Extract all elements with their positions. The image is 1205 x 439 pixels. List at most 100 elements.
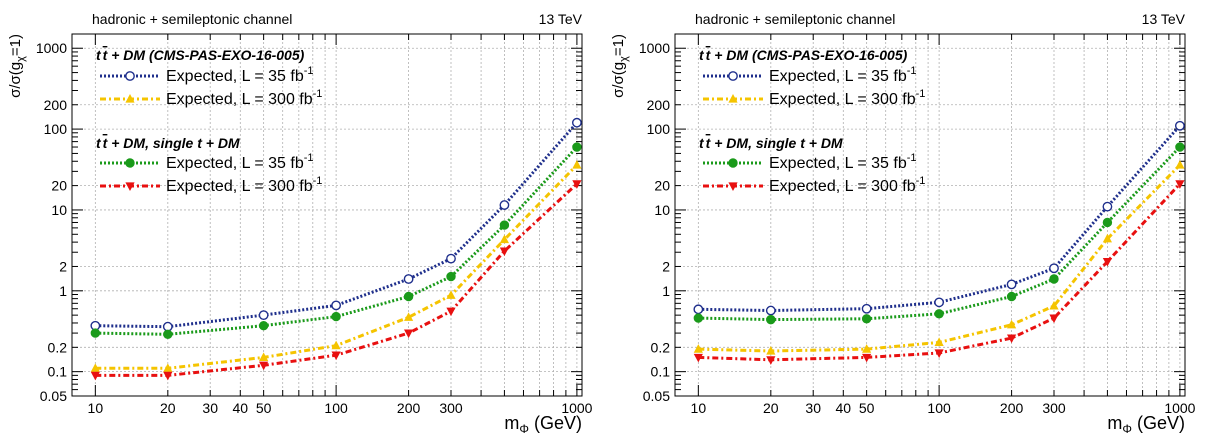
left-x-tick-label: 50 xyxy=(256,400,272,416)
right-series-2-point xyxy=(1006,291,1017,302)
left-x-tick-label: 300 xyxy=(439,400,463,416)
right-series-line-0 xyxy=(698,124,1182,313)
left-series-2-point xyxy=(572,142,582,152)
right-x-tick-label: 200 xyxy=(1000,400,1024,416)
right-y-tick-label: 0.1 xyxy=(651,364,671,380)
left-y-tick-label: 1 xyxy=(59,283,67,299)
right-series-line-3 xyxy=(698,182,1181,362)
left-legend-group-title-main: t xyxy=(96,135,102,151)
right-legend-marker-0 xyxy=(728,71,738,81)
right-legend-group-title-main: t xyxy=(699,135,705,151)
chart-right-svg: 10 20 30 40 50 100 200 300 1000 0.05 0.1 0.2 1 2 10 20 1… xyxy=(610,11,1196,436)
left-y-tick-label: 100 xyxy=(44,121,68,137)
right-y-tick-label: 1 xyxy=(662,283,670,299)
right-series-1-point xyxy=(862,344,872,353)
left-series-1-point xyxy=(163,363,173,372)
left-x-tick-label: 30 xyxy=(202,400,218,416)
right-legend-label-main: Expected, L = 300 fb xyxy=(769,178,916,195)
right-series-1-point xyxy=(766,346,776,355)
left-series-line-3 xyxy=(95,182,578,377)
left-header-channel: hadronic + semileptonic channel xyxy=(92,11,292,27)
right-y-tick-label: 100 xyxy=(647,121,671,137)
right-legend-marker-2 xyxy=(728,158,738,168)
left-series-0-point xyxy=(446,253,456,264)
right-series-line-2 xyxy=(698,145,1181,322)
left-y-tick-label: 200 xyxy=(44,97,68,113)
left-series-2-point xyxy=(403,291,414,302)
left-series-3-point xyxy=(403,329,414,339)
left-grid xyxy=(72,34,582,397)
right-x-tick-label: 300 xyxy=(1042,400,1066,416)
right-x-axis-label-sub: Φ xyxy=(1122,422,1132,434)
left-series-2-point xyxy=(90,328,101,338)
left-y-tick-label: 0.05 xyxy=(40,388,67,404)
right-legend-label-sup: -1 xyxy=(916,88,926,100)
right-series-0-point xyxy=(765,305,776,316)
right-grid xyxy=(675,34,1185,397)
left-legend-label-main: Expected, L = 35 fb xyxy=(166,68,304,85)
left-legend-label-main: Expected, L = 35 fb xyxy=(166,155,304,172)
left-x-tick-label: 100 xyxy=(324,400,348,416)
left-x-tick-label: 10 xyxy=(88,400,104,416)
right-series-2-point xyxy=(1102,217,1113,228)
left-series-0-point xyxy=(571,117,582,128)
right-series xyxy=(693,120,1185,365)
left-legend-label-main: Expected, L = 300 fb xyxy=(166,178,313,195)
right-legend-group-title-bar: t xyxy=(706,135,712,151)
right-y-tick-label: 1000 xyxy=(639,40,670,56)
left-legend-label-2: Expected, L = 35 fb-1 xyxy=(166,152,314,172)
right-legend-label-main: Expected, L = 300 fb xyxy=(769,91,916,108)
left-series-1-point xyxy=(446,290,456,299)
right-series-2-point xyxy=(766,314,776,325)
left-series-0-point xyxy=(499,200,510,210)
right-x-tick-label: 40 xyxy=(836,400,852,416)
left-legend-group-title-main: t xyxy=(96,47,102,63)
right-series-0-point xyxy=(1006,279,1017,290)
left-legend-marker-2 xyxy=(125,158,135,168)
left-series-0-point xyxy=(258,310,269,321)
left-y-tick-label: 10 xyxy=(51,202,67,218)
left-y-axis-label-sub: χ xyxy=(15,56,27,62)
right-ticks xyxy=(675,34,1185,397)
right-header-energy: 13 TeV xyxy=(1142,11,1186,27)
left-series-1-point xyxy=(331,340,341,350)
left-legend-group-title-rest: + DM (CMS-PAS-EXO-16-005) xyxy=(107,47,304,63)
left-series-0-point xyxy=(403,274,414,284)
right-legend-group-title-main: t xyxy=(699,47,705,63)
right-x-axis-label: mΦ (GeV) xyxy=(1107,413,1185,434)
left-series xyxy=(90,117,582,381)
left-x-tick-label: 1000 xyxy=(561,400,592,416)
left-series-2-point xyxy=(331,311,341,322)
left-x-tick-label: 40 xyxy=(233,400,249,416)
right-series-1-point xyxy=(1102,233,1113,243)
right-series-0-point xyxy=(693,304,704,315)
right-series-1-point xyxy=(1175,159,1185,169)
right-series-3-point xyxy=(693,353,703,363)
left-header-energy: 13 TeV xyxy=(539,11,583,27)
left-legend-marker-0 xyxy=(125,71,135,81)
right-series-line-1 xyxy=(698,163,1181,353)
left-y-axis-label-main: σ/σ(g xyxy=(7,62,24,98)
left-x-axis-label-main: m xyxy=(504,413,519,433)
right-series-3-point xyxy=(934,349,944,359)
right-series-3-point xyxy=(1006,334,1017,344)
right-series-3-point xyxy=(1175,180,1185,189)
right-y-axis-label-main: σ/σ(g xyxy=(610,62,627,98)
left-series-2-point xyxy=(258,321,269,331)
left-x-tick-label: 20 xyxy=(160,400,176,416)
right-series-2-point xyxy=(1175,142,1185,152)
right-series-0-point xyxy=(1174,120,1185,131)
left-series-3-point xyxy=(572,180,582,189)
left-series-3-point xyxy=(331,351,341,361)
right-legend-label-main: Expected, L = 35 fb xyxy=(769,68,907,85)
left-series-1-point xyxy=(499,234,510,244)
right-y-tick-label: 2 xyxy=(662,258,670,274)
right-x-tick-label: 100 xyxy=(927,400,951,416)
left-series-line-2 xyxy=(95,145,578,336)
right-series-0-point xyxy=(1102,201,1113,212)
left-series-3-point xyxy=(90,371,100,381)
left-legend-label-3: Expected, L = 300 fb-1 xyxy=(166,175,322,195)
